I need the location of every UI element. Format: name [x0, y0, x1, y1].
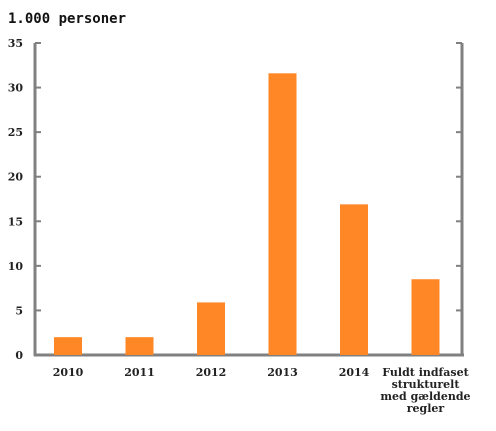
y-tick-label: 15 — [8, 215, 23, 228]
y-tick-label: 25 — [8, 126, 23, 139]
bar — [197, 302, 225, 355]
bar — [340, 204, 368, 355]
y-tick-labels: 0 5 10 15 20 25 30 35 — [8, 37, 24, 362]
x-tick-label: 2011 — [124, 366, 155, 379]
x-tick-label: 2013 — [267, 366, 298, 379]
y-tick-label: 0 — [15, 349, 23, 362]
x-tick-label: 2010 — [53, 366, 84, 379]
y-tick-label: 30 — [8, 82, 24, 95]
y-tick-label: 5 — [15, 304, 23, 317]
y-tick-label: 35 — [8, 37, 23, 50]
bar — [54, 337, 82, 355]
x-tick-label-line: 2011 — [124, 366, 155, 379]
x-tick-label-line: med gældende — [380, 390, 470, 403]
x-tick-label: Fuldt indfaset strukturelt med gældende reg… — [380, 366, 470, 415]
unit-label: 1.000 personer — [8, 11, 126, 27]
x-tick-label-line: 2014 — [339, 366, 370, 379]
y-tick-label: 20 — [8, 171, 24, 184]
x-tick-label: 2012 — [196, 366, 227, 379]
x-tick-label-line: regler — [407, 402, 445, 415]
x-tick-label-line: 2013 — [267, 366, 298, 379]
bar — [125, 337, 154, 355]
x-tick-labels: 2010 2011 2012 2013 2014 Fuldt indfaset strukt… — [53, 366, 471, 415]
x-tick-label: 2014 — [339, 366, 370, 379]
axes — [33, 42, 464, 357]
bars — [54, 73, 440, 356]
x-tick-label-line: Fuldt indfaset — [382, 366, 469, 379]
bar — [411, 279, 440, 355]
x-tick-label-line: 2012 — [196, 366, 227, 379]
y-tick-label: 10 — [8, 260, 24, 273]
x-tick-label-line: 2010 — [53, 366, 84, 379]
bar — [268, 73, 297, 356]
x-tick-label-line: strukturelt — [392, 378, 461, 391]
